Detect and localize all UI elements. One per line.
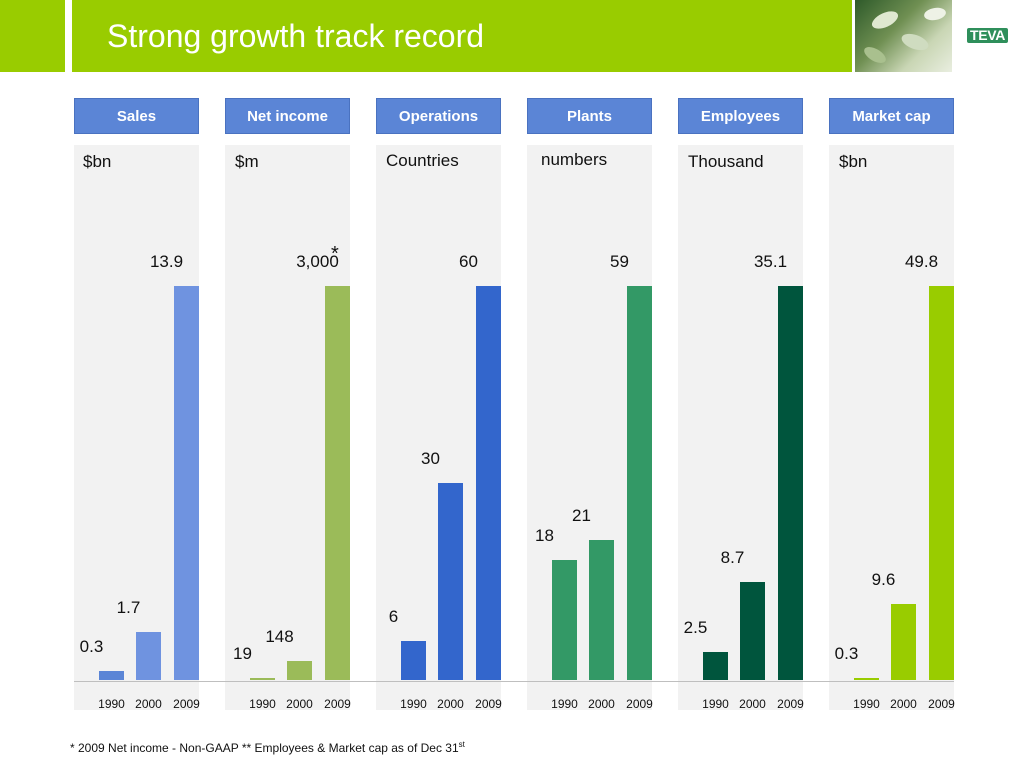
sales-bar-2009: [174, 286, 199, 680]
operations-unit-label: Countries: [386, 151, 459, 170]
plants-value-label-2009: 59: [610, 252, 629, 271]
market-cap-value-label-1990: 0.3: [834, 644, 859, 663]
market-cap-bar-2009: [929, 286, 954, 680]
plants-value-label-2000: 21: [572, 506, 591, 525]
employees-unit-label: Thousand: [688, 152, 764, 171]
operations-value-label-1990: 6: [388, 607, 399, 626]
employees-header: Employees: [678, 98, 803, 134]
net-income-bar-1990: [250, 678, 275, 680]
net-income-year-label-2009: 2009: [324, 697, 351, 711]
plants-year-label-1990: 1990: [551, 697, 578, 711]
employees-year-label-1990: 1990: [702, 697, 729, 711]
operations-bar-2009: [476, 286, 501, 680]
title-bar-accent: [0, 0, 65, 72]
baseline-axis: [74, 681, 954, 682]
net-income-bar-2000: [287, 661, 312, 680]
market-cap-bar-2000: [891, 604, 916, 680]
sales-header: Sales: [74, 98, 199, 134]
sales-unit-label: $bn: [83, 152, 112, 171]
net-income-unit-label: $m: [235, 152, 259, 171]
operations-bar-1990: [401, 641, 426, 680]
operations-value-label-2000: 30: [421, 449, 440, 468]
sales-value-label-2009: 13.9: [149, 252, 184, 271]
net-income-header: Net income: [225, 98, 350, 134]
net-income-year-label-1990: 1990: [249, 697, 276, 711]
market-cap-year-label-2000: 2000: [890, 697, 917, 711]
footnote-superscript: st: [458, 740, 465, 749]
sales-year-label-2000: 2000: [135, 697, 162, 711]
title-bar-background: [72, 0, 852, 72]
net-income-year-label-2000: 2000: [286, 697, 313, 711]
market-cap-bar-1990: [854, 678, 879, 680]
pills-photo: [855, 0, 952, 72]
market-cap-year-label-2009: 2009: [928, 697, 955, 711]
plants-year-label-2009: 2009: [626, 697, 653, 711]
teva-logo: TEVA: [967, 28, 1009, 43]
employees-bar-2009: [778, 286, 803, 680]
operations-year-label-2000: 2000: [437, 697, 464, 711]
net-income-asterisk: *: [331, 243, 339, 265]
operations-year-label-1990: 1990: [400, 697, 427, 711]
operations-year-label-2009: 2009: [475, 697, 502, 711]
employees-bar-2000: [740, 582, 765, 680]
net-income-value-label-2000: 148: [265, 627, 294, 646]
employees-value-label-2009: 35.1: [753, 252, 788, 271]
pills-image: [864, 7, 946, 63]
employees-bar-1990: [703, 652, 728, 680]
plants-bar-2000: [589, 540, 614, 680]
market-cap-year-label-1990: 1990: [853, 697, 880, 711]
plants-bar-2009: [627, 286, 652, 680]
employees-year-label-2009: 2009: [777, 697, 804, 711]
market-cap-value-label-2000: 9.6: [871, 570, 896, 589]
market-cap-unit-label: $bn: [839, 152, 868, 171]
operations-bar-2000: [438, 483, 463, 680]
sales-value-label-1990: 0.3: [79, 637, 104, 656]
footnote-text: * 2009 Net income - Non-GAAP ** Employee…: [70, 741, 459, 755]
operations-value-label-2009: 60: [459, 252, 478, 271]
plants-unit-label: numbers: [541, 150, 608, 169]
plants-header: Plants: [527, 98, 652, 134]
page-title: Strong growth track record: [107, 18, 485, 54]
plants-bar-1990: [552, 560, 577, 680]
market-cap-header: Market cap: [829, 98, 954, 134]
plants-year-label-2000: 2000: [588, 697, 615, 711]
title-bar: Strong growth track record TEVA: [0, 0, 1024, 75]
footnote: * 2009 Net income - Non-GAAP ** Employee…: [70, 740, 465, 755]
sales-year-label-1990: 1990: [98, 697, 125, 711]
plants-value-label-1990: 18: [535, 526, 554, 545]
employees-value-label-1990: 2.5: [683, 618, 708, 637]
net-income-value-label-1990: 19: [233, 644, 252, 663]
sales-bar-1990: [99, 671, 124, 680]
sales-value-label-2000: 1.7: [116, 598, 141, 617]
sales-year-label-2009: 2009: [173, 697, 200, 711]
sales-bar-2000: [136, 632, 161, 680]
employees-year-label-2000: 2000: [739, 697, 766, 711]
employees-value-label-2000: 8.7: [720, 548, 745, 567]
market-cap-value-label-2009: 49.8: [904, 252, 939, 271]
operations-header: Operations: [376, 98, 501, 134]
net-income-bar-2009: [325, 286, 350, 680]
net-income-value-label-2009: 3,000: [296, 252, 339, 271]
